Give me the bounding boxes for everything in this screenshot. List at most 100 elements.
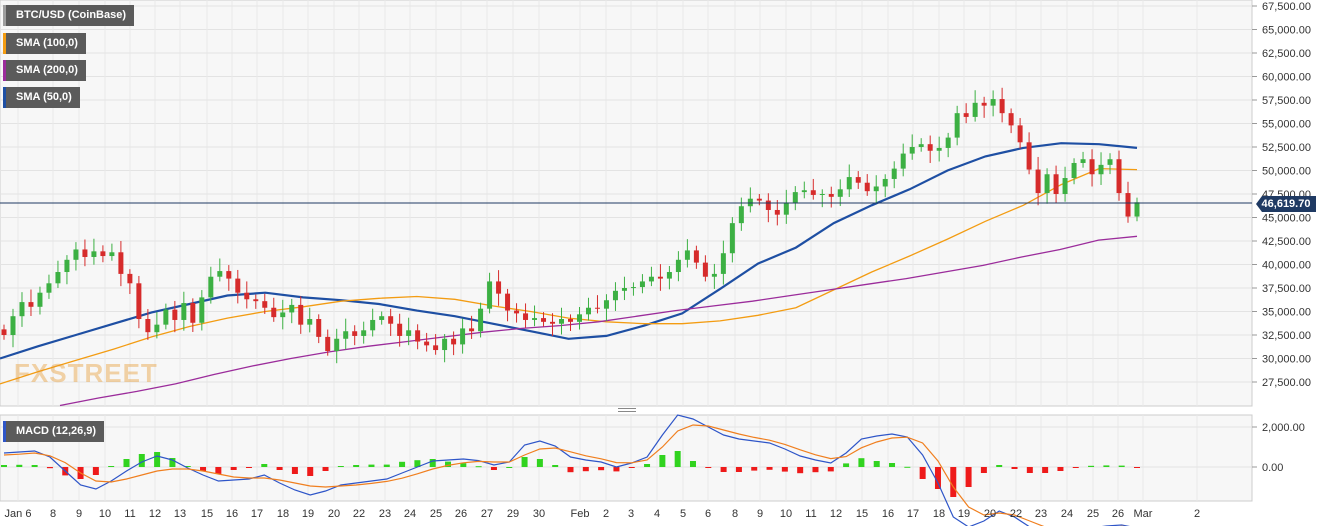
x-tick-label: 16 [882,508,894,520]
candle [73,242,79,271]
x-tick-label: 23 [1035,508,1047,520]
macd-hist-bar [950,467,957,497]
candle [1098,152,1104,185]
macd-hist-bar [781,467,788,472]
signal-line [3,424,1126,526]
candle [900,143,906,177]
candle [316,314,322,344]
macd-hist-bar [843,463,850,467]
legend-sma-50[interactable]: SMA (50,0) [3,87,80,108]
candle [1008,108,1014,134]
y-axis[interactable]: 67,500.00 65,000.00 62,500.00 60,000.00 57,5… [1252,1,1311,474]
x-tick-label: 24 [1061,508,1073,520]
candle [972,90,978,122]
candle [568,314,573,332]
macd-y-tick-label: 0.00 [1262,462,1283,474]
macd-hist-bar [934,467,941,489]
candle [433,334,439,355]
macd-hist-bar [965,467,972,487]
macd-hist-bar [123,459,130,467]
candle [523,303,529,328]
candle [505,288,511,322]
candle [181,291,187,331]
candle [864,174,870,196]
x-tick-label: 17 [907,508,919,520]
macd-hist-bar [138,454,145,467]
ma-line [0,167,1138,385]
macd-y-tick-label: 2,000.00 [1262,422,1305,434]
macd-hist-bar [873,461,880,467]
macd-hist-bar [1026,467,1033,473]
candle [954,105,960,146]
x-axis[interactable]: Jan 6 8 9 10 11 12 13 15 16 17 18 19 20 22 23 24 25 26 27 2… [5,508,1201,520]
candle [487,272,493,314]
candle [208,266,214,304]
macd-hist-bar [245,467,252,468]
candle [397,313,403,347]
candle [91,238,97,265]
macd-hist-bar [46,467,53,469]
candle [603,294,609,321]
macd-hist-bar [628,467,635,468]
candle [801,181,807,199]
x-tick-label: 12 [149,508,161,520]
panel-resize-handle[interactable] [618,408,636,414]
y-tick-label: 40,000.00 [1262,260,1311,272]
candle [10,308,16,348]
candle [810,178,816,200]
macd-hist-bar [644,464,651,467]
macd-hist-bar [169,458,176,467]
candle [559,307,565,335]
macd-hist-bar [460,463,467,467]
macd-hist-bar [276,467,283,470]
macd-hist-bar [490,467,497,470]
x-tick-label: 23 [379,508,391,520]
y-tick-label: 37,500.00 [1262,283,1311,295]
candle [1035,156,1041,206]
x-tick-label: 22 [1010,508,1022,520]
moving-average-lines [0,142,1138,407]
candle [711,263,717,289]
candle [1044,168,1050,204]
candle [936,136,942,162]
y-tick-label: 30,000.00 [1262,354,1311,366]
x-tick-label: 5 [680,508,686,520]
candle [55,260,61,288]
x-tick-label: 16 [226,508,238,520]
macd-hist-bar [904,466,911,468]
macd-hist-bar [261,464,268,467]
x-tick-label: 2 [603,508,609,520]
macd-hist-bar [536,459,543,467]
legend-macd[interactable]: MACD (12,26,9) [3,421,105,442]
candle [163,303,169,330]
candle [343,318,349,350]
candle [747,187,753,213]
candle [379,311,385,325]
x-tick-label: 20 [328,508,340,520]
x-tick-label: 30 [533,508,545,520]
candle [541,312,547,327]
x-tick-label: 22 [353,508,365,520]
candle [370,308,376,337]
candle [1,324,7,340]
candle [262,293,268,314]
x-tick-label: 4 [654,508,660,520]
candle [82,239,88,267]
macd-hist-bar [1042,467,1049,473]
candle [298,296,304,334]
macd-hist-bar [31,465,38,467]
x-tick-label: 10 [99,508,111,520]
macd-hist-bar [996,465,1003,467]
candle [1080,151,1086,168]
y-tick-label: 27,500.00 [1262,377,1311,389]
x-tick-label: 18 [933,508,945,520]
candle [190,298,196,332]
legend-sma-100[interactable]: SMA (100,0) [3,33,86,54]
legend-sma-200[interactable]: SMA (200,0) [3,60,86,81]
candle [666,266,672,290]
candle [1062,166,1068,202]
candle [621,276,627,301]
candle [100,245,106,263]
legend-btcusd[interactable]: BTC/USD (CoinBase) [3,5,135,26]
candle [702,255,708,282]
